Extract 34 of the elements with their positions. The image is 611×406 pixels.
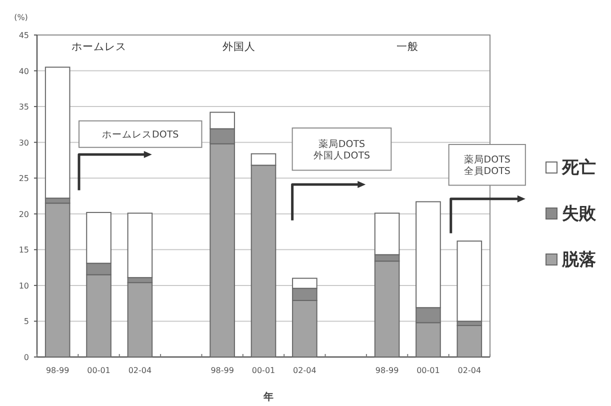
annotation: 外国人 [222, 41, 256, 53]
bar [456, 325, 482, 358]
x-tick-label: 00-01 [87, 366, 110, 375]
legend-label: 脱落 [561, 250, 596, 270]
annotation: 薬局DOTS 全員DOTS [464, 154, 510, 178]
y-tick-label: 15 [18, 246, 29, 255]
annotation: 薬局DOTS 外国人DOTS [313, 138, 370, 162]
legend-label: 失敗 [562, 204, 597, 224]
legend-label: 死亡 [561, 158, 596, 178]
x-tick-label: 00-01 [252, 366, 276, 375]
bar [44, 202, 70, 358]
y-tick-label: 0 [24, 353, 29, 362]
annotation: 一般 [396, 41, 419, 53]
x-tick-label: 98-99 [375, 366, 399, 375]
y-tick-label: 40 [18, 66, 29, 76]
y-tick-label: 10 [18, 281, 29, 290]
annotation: ホームレス [71, 41, 126, 53]
x-tick-label: 02-04 [293, 366, 316, 375]
y-tick-label: 45 [18, 31, 29, 40]
x-axis-title: 年 [262, 391, 274, 403]
x-tick-label: 98-99 [210, 366, 234, 375]
annotation: ホームレスDOTS [102, 130, 179, 141]
y-tick-label: 20 [18, 210, 29, 219]
y-tick-label: 5 [24, 317, 29, 326]
bar [127, 282, 153, 358]
y-tick-label: 25 [18, 174, 29, 184]
x-tick-label: 98-99 [46, 366, 70, 375]
y-tick-label: 30 [18, 138, 29, 148]
y-tick-label: 35 [18, 102, 29, 112]
y-axis-title: (%) [14, 13, 28, 22]
x-tick-label: 02-04 [128, 366, 152, 375]
x-tick-label: 00-01 [416, 366, 440, 375]
bar [456, 240, 482, 322]
x-tick-label: 02-04 [458, 366, 482, 375]
